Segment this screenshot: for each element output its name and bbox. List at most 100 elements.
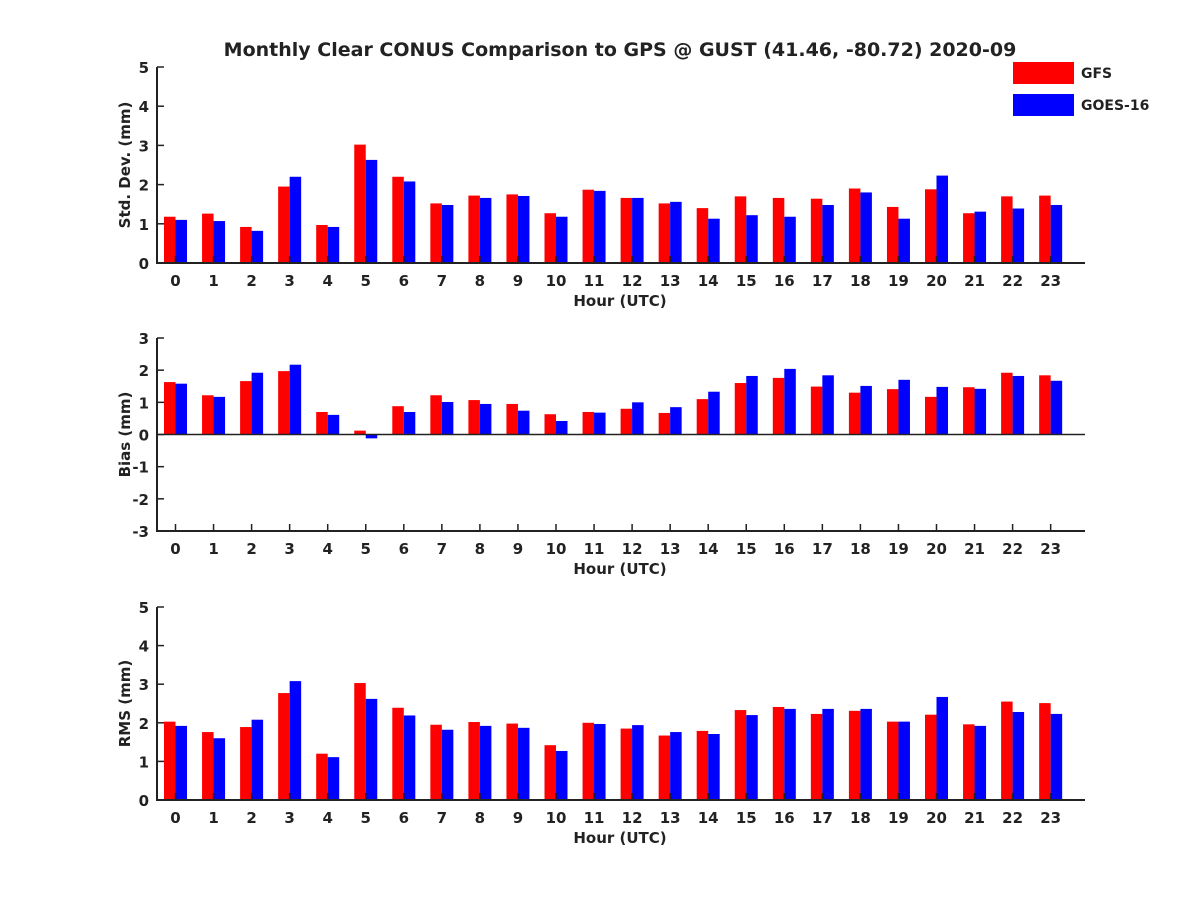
bar-gfs-hour-11 [582, 411, 595, 435]
bar-goes-16-hour-16 [784, 216, 796, 263]
bar-gfs-hour-1 [202, 213, 214, 263]
x-tick-label: 18 [850, 809, 871, 827]
bar-goes-16-hour-17 [822, 375, 834, 435]
legend-label-gfs: GFS [1081, 66, 1112, 82]
x-tick-label: 1 [208, 809, 218, 827]
y-axis-label: Std. Dev. (mm) [116, 102, 134, 229]
bar-gfs-hour-10 [544, 745, 556, 800]
x-tick-label: 10 [546, 272, 567, 290]
bar-goes-16-hour-18 [860, 708, 872, 800]
bar-gfs-hour-5 [354, 144, 366, 263]
x-tick-label: 11 [584, 809, 605, 827]
x-tick-label: 19 [888, 540, 909, 558]
bar-goes-16-hour-6 [403, 715, 416, 800]
x-tick-label: 13 [660, 540, 681, 558]
y-tick-label: 0 [139, 255, 149, 273]
bar-gfs-hour-14 [696, 208, 709, 263]
x-tick-label: 9 [513, 272, 523, 290]
bar-gfs-hour-6 [392, 176, 404, 263]
x-tick-label: 23 [1040, 540, 1061, 558]
y-axis-label: Bias (mm) [116, 392, 134, 478]
y-tick-label: 1 [139, 216, 149, 234]
bar-gfs-hour-16 [772, 197, 785, 263]
bar-goes-16-hour-0 [175, 219, 187, 263]
x-tick-label: 20 [926, 540, 947, 558]
x-tick-label: 8 [475, 272, 485, 290]
x-tick-label: 7 [437, 809, 447, 827]
x-tick-label: 17 [812, 540, 833, 558]
bar-goes-16-hour-7 [441, 204, 454, 263]
bar-goes-16-hour-3 [289, 681, 302, 800]
bar-goes-16-hour-5 [365, 159, 378, 263]
x-tick-label: 7 [437, 540, 447, 558]
bar-gfs-hour-22 [1001, 196, 1013, 263]
x-tick-label: 15 [736, 540, 757, 558]
x-tick-label: 3 [284, 272, 294, 290]
legend-swatch-gfs [1013, 62, 1074, 84]
y-tick-label: 1 [139, 394, 149, 412]
bar-goes-16-hour-22 [1012, 208, 1025, 263]
x-tick-label: 13 [660, 809, 681, 827]
bar-gfs-hour-13 [658, 203, 671, 263]
x-tick-label: 2 [246, 540, 256, 558]
x-tick-label: 23 [1040, 272, 1061, 290]
y-tick-label: 3 [139, 676, 149, 694]
bar-goes-16-hour-9 [517, 727, 530, 800]
bar-gfs-hour-13 [658, 735, 671, 800]
bar-gfs-hour-13 [658, 412, 671, 435]
bar-goes-16-hour-4 [327, 414, 340, 435]
bar-gfs-hour-3 [278, 371, 290, 435]
x-tick-label: 0 [170, 272, 180, 290]
bar-gfs-hour-11 [582, 722, 595, 800]
bar-goes-16-hour-11 [594, 190, 606, 263]
x-tick-label: 0 [170, 540, 180, 558]
bar-gfs-hour-8 [468, 722, 480, 800]
bar-gfs-hour-18 [848, 710, 861, 800]
bar-gfs-hour-15 [734, 710, 747, 800]
x-tick-label: 5 [361, 540, 371, 558]
bar-gfs-hour-21 [963, 213, 975, 263]
x-tick-label: 15 [736, 809, 757, 827]
bar-goes-16-hour-2 [251, 230, 264, 263]
x-tick-label: 22 [1002, 809, 1023, 827]
bar-gfs-hour-8 [468, 400, 480, 435]
x-tick-label: 17 [812, 809, 833, 827]
bar-gfs-hour-3 [278, 186, 290, 263]
x-tick-label: 3 [284, 809, 294, 827]
x-tick-label: 10 [546, 540, 567, 558]
x-tick-label: 1 [208, 272, 218, 290]
x-tick-label: 20 [926, 272, 947, 290]
x-tick-label: 3 [284, 540, 294, 558]
bar-goes-16-hour-19 [898, 218, 910, 263]
bar-goes-16-hour-11 [594, 723, 606, 800]
bar-goes-16-hour-5 [365, 698, 378, 800]
bar-goes-16-hour-9 [517, 410, 530, 435]
x-tick-label: 21 [964, 540, 985, 558]
x-tick-label: 6 [399, 272, 409, 290]
bar-goes-16-hour-8 [479, 725, 492, 800]
bar-goes-16-hour-1 [213, 396, 226, 435]
x-tick-label: 12 [622, 540, 643, 558]
bar-goes-16-hour-5 [365, 434, 378, 439]
bar-goes-16-hour-1 [213, 221, 226, 263]
y-tick-label: -2 [132, 491, 149, 509]
y-tick-label: 3 [139, 330, 149, 348]
x-axis-label: Hour (UTC) [573, 292, 666, 310]
bar-gfs-hour-0 [164, 382, 176, 435]
bar-gfs-hour-7 [430, 395, 442, 435]
x-tick-label: 15 [736, 272, 757, 290]
bar-goes-16-hour-4 [327, 226, 340, 263]
x-tick-label: 5 [361, 809, 371, 827]
bar-gfs-hour-23 [1039, 195, 1051, 263]
x-tick-label: 2 [246, 809, 256, 827]
bar-gfs-hour-16 [772, 706, 785, 800]
y-tick-label: 5 [139, 599, 149, 617]
bar-goes-16-hour-14 [708, 733, 720, 800]
x-tick-label: 4 [322, 540, 332, 558]
bar-goes-16-hour-23 [1050, 713, 1063, 800]
bar-goes-16-hour-20 [936, 696, 948, 800]
x-tick-label: 9 [513, 809, 523, 827]
x-tick-label: 5 [361, 272, 371, 290]
